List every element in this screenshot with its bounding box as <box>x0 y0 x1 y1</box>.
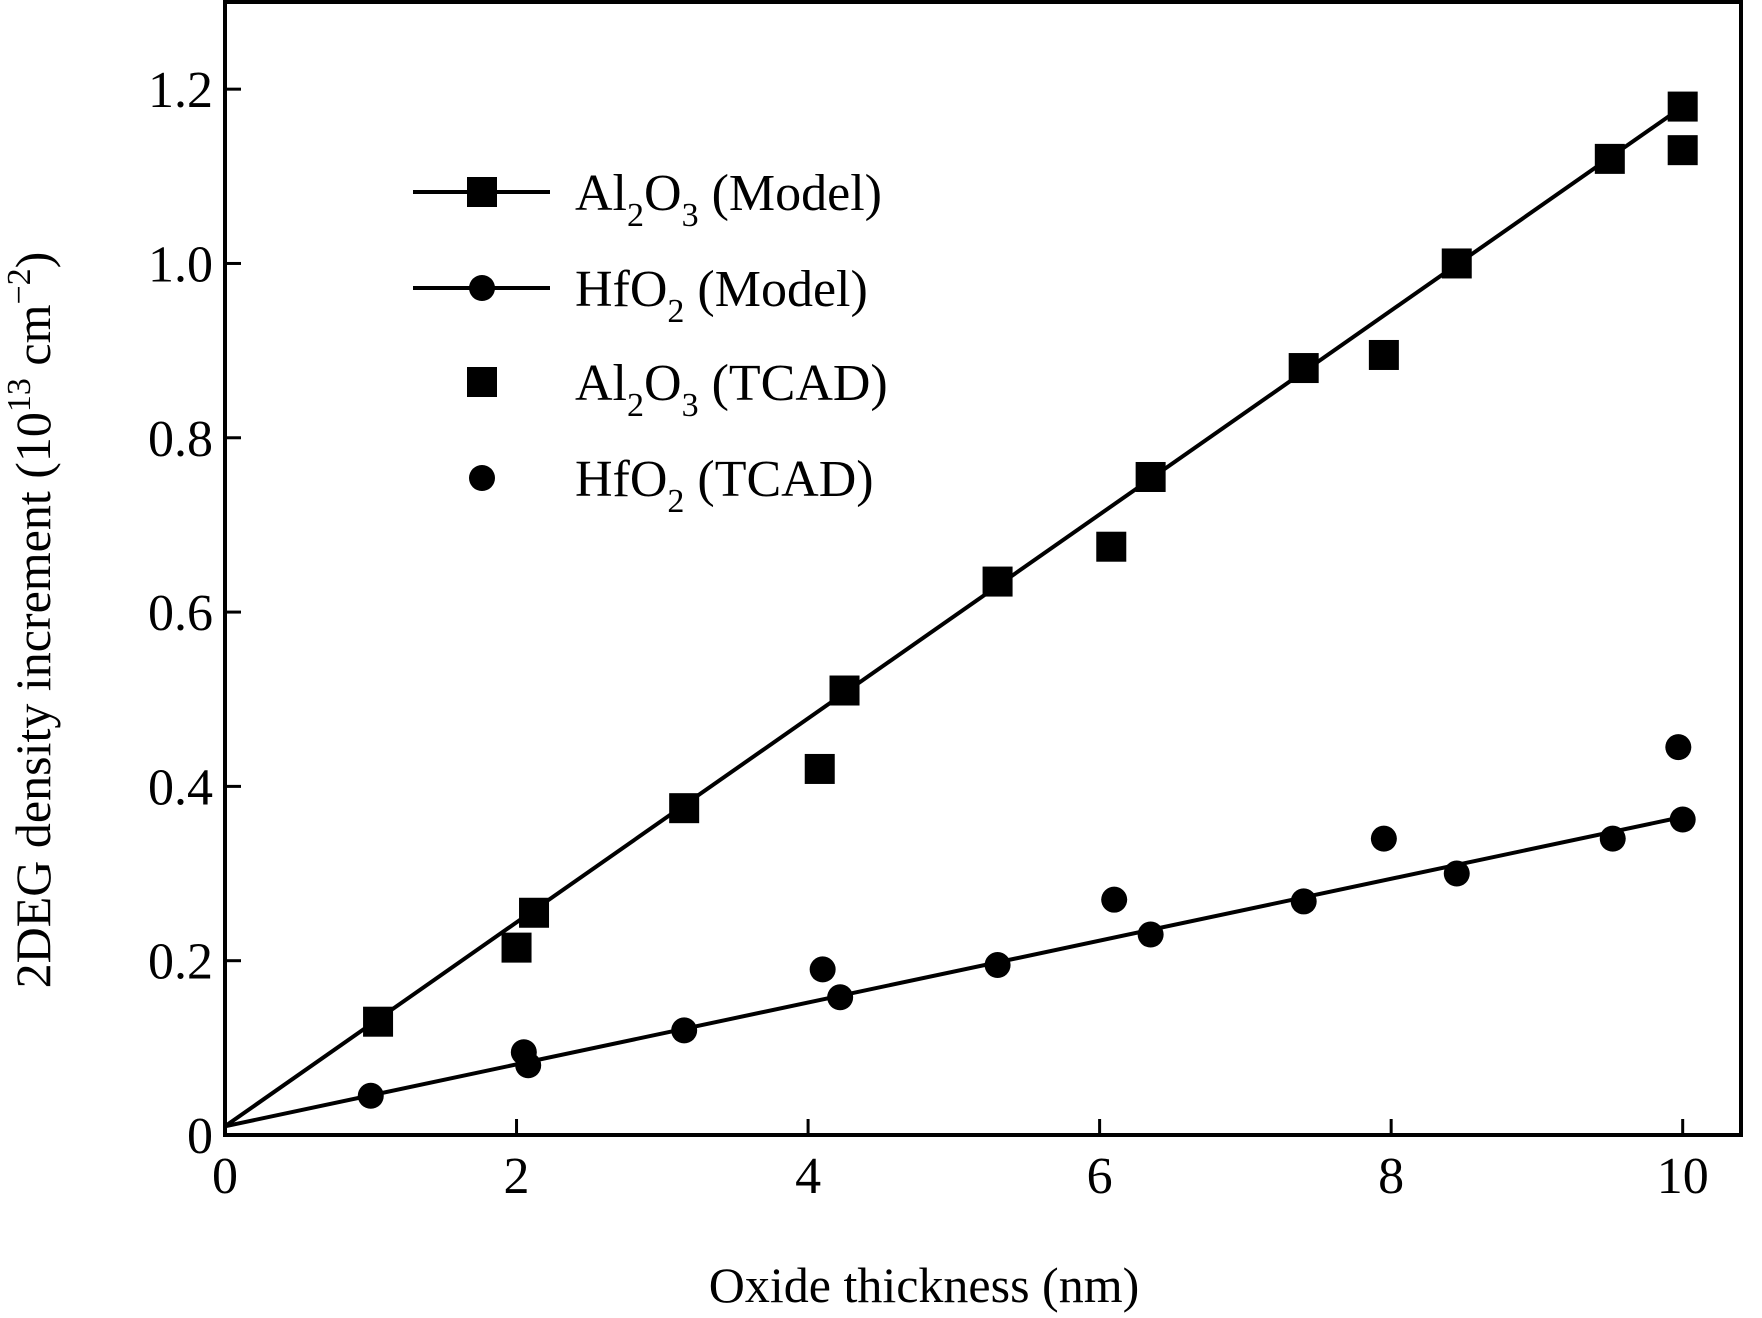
y-tick-label: 0.2 <box>148 934 213 991</box>
legend-label-hfo2-model: HfO2 (Model) <box>575 261 868 330</box>
al2o3-model-point <box>1667 91 1698 122</box>
al2o3-model-point <box>829 675 860 706</box>
legend: Al2O3 (Model) HfO2 (Model) Al2O3 (TCAD) HfO… <box>413 165 888 520</box>
hfo2-model-point <box>1137 921 1164 948</box>
hfo2-tcad-point <box>510 1039 537 1066</box>
legend-label-al2o3-model: Al2O3 (Model) <box>575 165 882 234</box>
al2o3-model-point <box>669 793 700 824</box>
y-tick-label: 1.2 <box>148 62 213 119</box>
hfo2-model-point <box>984 952 1011 979</box>
legend-label-hfo2-tcad: HfO2 (TCAD) <box>575 451 874 520</box>
y-tick-label: 0.8 <box>148 411 213 468</box>
al2o3-tcad-point <box>501 932 532 963</box>
hfo2-model-point <box>1443 860 1470 887</box>
hfo2-model-point <box>1290 888 1317 915</box>
hfo2-tcad-point <box>809 956 836 983</box>
hfo2-tcad-point <box>1101 886 1128 913</box>
al2o3-model-point <box>1288 353 1319 384</box>
al2o3-model-point <box>1594 143 1625 174</box>
al2o3-tcad-point <box>1368 339 1399 370</box>
al2o3-model-point <box>982 566 1013 597</box>
legend-marker-hfo2-model <box>469 275 495 301</box>
al2o3-tcad-point <box>1096 531 1127 562</box>
y-axis-title: 2DEG density increment (1013 cm−2) <box>1 252 61 989</box>
al2o3-model-line <box>223 104 1684 1128</box>
al2o3-model-point <box>519 897 550 928</box>
y-tick-label: 1.0 <box>148 236 213 293</box>
y-axis-title-unit: cm <box>5 304 61 378</box>
data-markers <box>357 91 1698 1109</box>
plot-frame <box>223 0 1743 1137</box>
hfo2-tcad-point <box>1370 825 1397 852</box>
y-axis-title-main: 2DEG density increment (10 <box>5 412 61 988</box>
hfo2-model-point <box>827 984 854 1011</box>
al2o3-model-point <box>363 1006 394 1037</box>
hfo2-model-point <box>1669 806 1696 833</box>
x-axis: 0 2 4 6 8 10 <box>212 1119 1709 1205</box>
y-axis-title-close: ) <box>5 252 61 269</box>
legend-marker-al2o3-tcad <box>467 367 497 397</box>
y-tick-label: 0 <box>187 1108 213 1165</box>
y-axis: 0 0.2 0.4 0.6 0.8 1.0 1.2 <box>148 62 241 1165</box>
x-tick-label: 10 <box>1657 1148 1709 1205</box>
hfo2-model-point <box>1599 825 1626 852</box>
y-axis-title-sup: 13 <box>1 378 38 412</box>
y-tick-label: 0.6 <box>148 585 213 642</box>
al2o3-tcad-point <box>1667 135 1698 166</box>
x-tick-label: 6 <box>1087 1148 1113 1205</box>
model-lines <box>223 104 1684 1129</box>
legend-marker-al2o3-model <box>467 177 497 207</box>
al2o3-model-point <box>1441 248 1472 279</box>
legend-label-al2o3-tcad: Al2O3 (TCAD) <box>575 355 888 424</box>
hfo2-tcad-point <box>1665 734 1692 761</box>
legend-marker-hfo2-tcad <box>469 465 495 491</box>
x-axis-title: Oxide thickness (nm) <box>709 1257 1139 1313</box>
x-tick-label: 0 <box>212 1148 238 1205</box>
x-tick-label: 2 <box>504 1148 530 1205</box>
hfo2-model-point <box>671 1017 698 1044</box>
hfo2-model-line <box>224 814 1684 1129</box>
x-tick-label: 4 <box>795 1148 821 1205</box>
y-tick-label: 0.4 <box>148 759 213 816</box>
x-tick-label: 8 <box>1378 1148 1404 1205</box>
y-axis-title-unit-sup: −2 <box>1 268 38 304</box>
al2o3-model-point <box>1135 461 1166 492</box>
hfo2-model-point <box>357 1082 384 1109</box>
al2o3-tcad-point <box>804 753 835 784</box>
